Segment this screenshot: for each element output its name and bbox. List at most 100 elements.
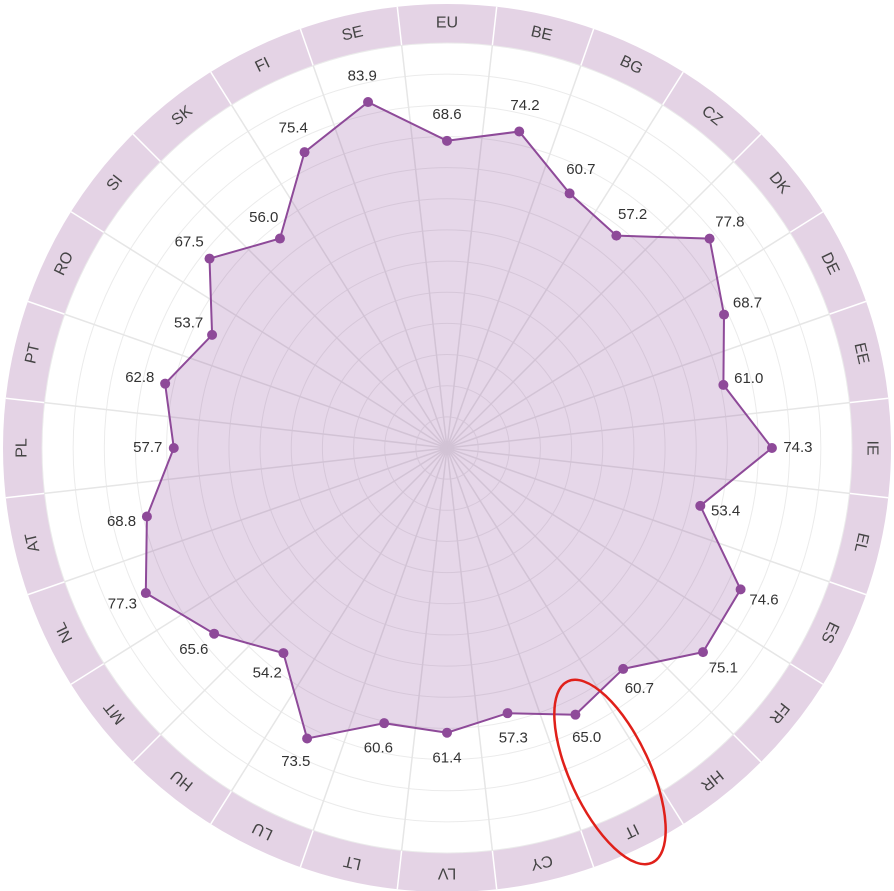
value-label: 56.0 — [249, 209, 278, 226]
ring-separator — [732, 133, 762, 163]
ring-separator — [661, 71, 684, 106]
radar-point — [442, 135, 452, 146]
radar-point — [704, 233, 715, 244]
value-label: 62.8 — [125, 369, 154, 386]
plot: EU BEBGCZDKDEEEIEELESFRHRITCYLVLTLUHUMTNL… — [3, 4, 891, 891]
spoke — [446, 401, 850, 449]
category-label: EU — [436, 15, 458, 32]
spoke — [446, 65, 582, 449]
highlight-ellipse — [553, 678, 667, 866]
ring-separator — [5, 397, 45, 404]
spoke — [400, 45, 448, 449]
radar-area — [144, 100, 774, 740]
spoke — [64, 313, 448, 449]
radar-point — [695, 500, 706, 511]
category-label: AT — [22, 531, 43, 554]
ring-separator — [829, 581, 867, 596]
grid-circle — [228, 229, 666, 667]
radar-point — [299, 147, 310, 158]
radar-point — [766, 443, 777, 453]
radar-point — [209, 628, 220, 639]
grid-circle — [103, 104, 791, 792]
ring-separator — [299, 28, 314, 66]
spoke — [160, 161, 448, 449]
spoke — [446, 447, 582, 831]
ring-separator — [70, 211, 105, 234]
spoke — [230, 447, 448, 792]
grid-circle — [290, 291, 604, 605]
ring-separator — [299, 830, 314, 868]
value-label: 68.7 — [733, 294, 762, 311]
ring-separator — [732, 733, 762, 763]
value-label: 75.4 — [279, 120, 308, 137]
radar-point — [735, 584, 746, 595]
category-label: PL — [14, 438, 31, 458]
value-label: 77.8 — [715, 213, 744, 230]
radar-point — [274, 233, 285, 244]
radar-point — [204, 253, 215, 264]
radar-point — [564, 188, 575, 199]
grid-circle — [321, 322, 573, 574]
value-label: 54.2 — [253, 664, 282, 681]
value-label: 67.5 — [175, 233, 204, 250]
value-label: 75.1 — [709, 659, 738, 676]
spoke — [446, 104, 664, 449]
grid-circle — [384, 385, 510, 511]
spoke — [160, 447, 448, 735]
radar-point — [141, 511, 152, 522]
ring-separator — [396, 6, 403, 46]
ring-separator — [396, 850, 403, 890]
radar-point — [160, 378, 171, 389]
value-label: 65.0 — [572, 729, 601, 746]
category-label: LV — [437, 864, 456, 881]
ring-separator — [580, 28, 595, 66]
ring-separator — [829, 300, 867, 315]
spoke — [446, 161, 734, 449]
grid-circle — [41, 42, 853, 854]
category-label: BE — [529, 23, 554, 44]
ring-separator — [491, 6, 498, 46]
spoke — [446, 447, 734, 735]
value-label: 74.2 — [510, 97, 539, 114]
value-label: 53.4 — [711, 503, 740, 520]
ring-separator — [849, 397, 889, 404]
radar-point — [514, 126, 525, 137]
category-label: PT — [22, 341, 43, 365]
radar-point — [618, 663, 629, 674]
category-label: EE — [850, 341, 871, 366]
value-label: 68.6 — [432, 106, 461, 123]
category-label: IT — [621, 820, 641, 842]
category-label: SE — [340, 23, 365, 44]
ring-separator — [27, 300, 65, 315]
ring-separator — [661, 790, 684, 825]
spoke — [446, 447, 850, 495]
radar-point — [442, 727, 452, 738]
value-label: 60.6 — [364, 739, 393, 756]
spoke — [103, 231, 448, 449]
spoke — [230, 104, 448, 449]
value-label: 61.4 — [432, 750, 461, 767]
radar-point — [502, 708, 513, 719]
spoke — [446, 447, 830, 583]
value-label: 74.3 — [783, 439, 812, 456]
value-label: 61.0 — [734, 370, 763, 387]
category-label: CY — [528, 851, 554, 873]
spoke — [312, 447, 448, 831]
ring-separator — [789, 211, 824, 234]
spoke — [103, 447, 448, 665]
ring-separator — [70, 662, 105, 685]
value-label: 57.7 — [133, 439, 162, 456]
radar-point — [207, 329, 218, 340]
radar-point — [168, 443, 179, 453]
ring-separator — [491, 850, 498, 890]
ring-separator — [27, 581, 65, 596]
radar-point — [140, 588, 151, 599]
spoke — [64, 447, 448, 583]
ring-separator — [849, 492, 889, 499]
value-label: 83.9 — [348, 68, 377, 85]
value-label: 57.2 — [618, 206, 647, 223]
value-label: 65.6 — [179, 641, 208, 658]
value-label: 53.7 — [174, 315, 203, 332]
ring-separator — [210, 790, 233, 825]
